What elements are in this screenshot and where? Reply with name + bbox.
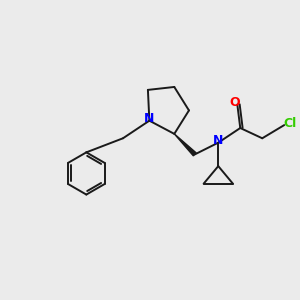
Text: N: N xyxy=(213,134,224,147)
Text: Cl: Cl xyxy=(284,117,297,130)
Text: O: O xyxy=(229,96,240,109)
Polygon shape xyxy=(174,134,196,156)
Text: N: N xyxy=(144,112,154,125)
